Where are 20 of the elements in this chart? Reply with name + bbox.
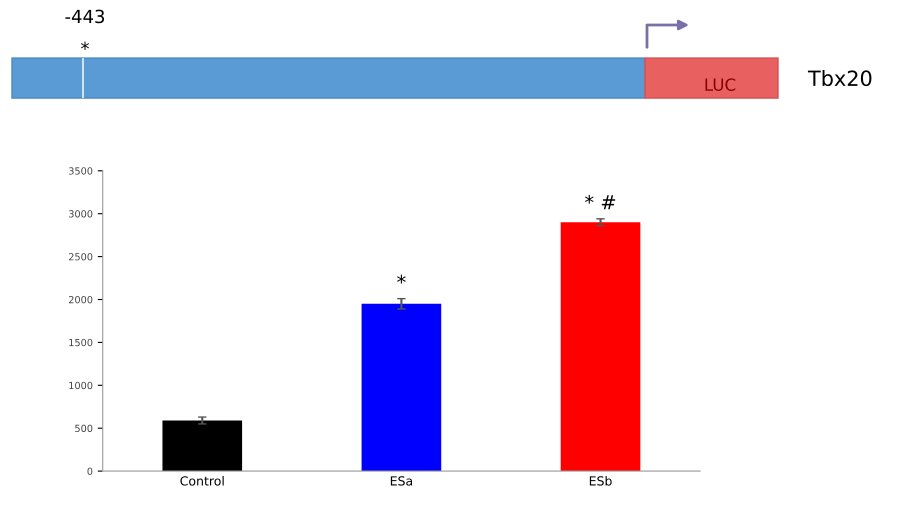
y-tick-label: 3500 bbox=[68, 167, 92, 175]
bar bbox=[362, 304, 442, 472]
text: LUC bbox=[705, 78, 736, 91]
y-tick-label: 1500 bbox=[69, 338, 92, 346]
x-tick-label: Control bbox=[180, 476, 224, 486]
text: Tbx20 bbox=[808, 70, 872, 86]
y-tick-label: 0 bbox=[87, 468, 92, 475]
y-tick-label: 2000 bbox=[68, 296, 92, 304]
text: -443 bbox=[65, 10, 104, 24]
y-tick-label: 500 bbox=[75, 424, 92, 432]
bar bbox=[560, 222, 640, 472]
annotation: * # bbox=[585, 194, 616, 210]
y-tick-label: 3000 bbox=[68, 210, 92, 218]
y-tick-label: 2500 bbox=[68, 253, 92, 260]
x-tick-label: ESb bbox=[590, 476, 612, 486]
x-tick-label: ESa bbox=[390, 476, 412, 486]
annotation: * bbox=[397, 274, 406, 284]
bar bbox=[162, 420, 242, 472]
text: * bbox=[81, 42, 89, 50]
y-tick-label: 1000 bbox=[69, 382, 92, 390]
